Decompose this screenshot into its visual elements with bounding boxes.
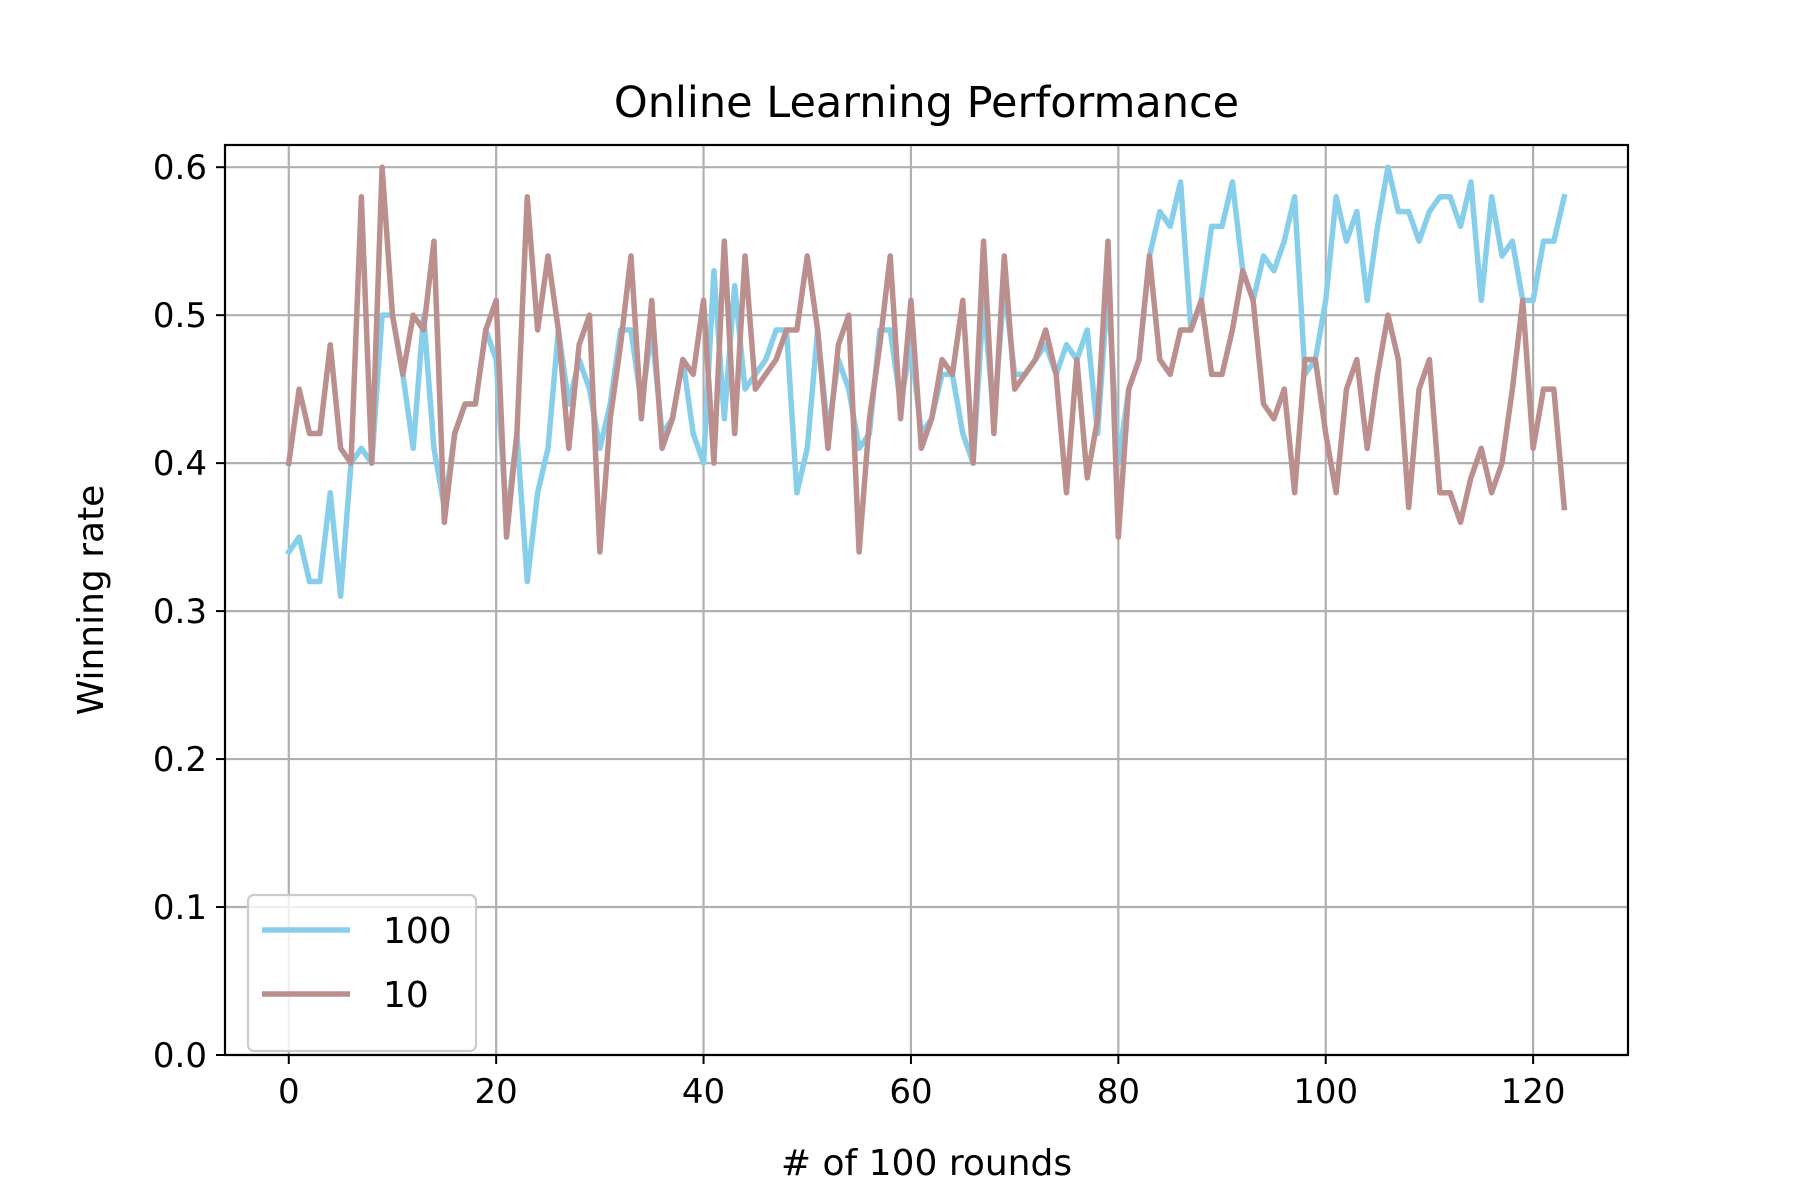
y-tick-label: 0.3	[153, 592, 207, 632]
axis-ticks: 0 20 40 60 80 100 120 0.0 0.1 0.2 0.3 0.4 0.5 0.6	[153, 148, 1566, 1112]
legend-label-10: 10	[383, 975, 429, 1016]
y-tick-label: 0.6	[153, 148, 207, 188]
legend-entries: 100 10	[262, 911, 452, 1016]
x-tick-label: 120	[1501, 1072, 1566, 1112]
x-tick-label: 20	[475, 1072, 518, 1112]
plot-frame	[223, 143, 1630, 1057]
legend: 100 10	[246, 893, 478, 1053]
y-axis-label: Winning rate	[71, 485, 112, 716]
x-tick-label: 0	[278, 1072, 300, 1112]
series-line-10	[285, 164, 1568, 555]
legend-label-100: 100	[383, 911, 452, 952]
y-tick-label: 0.0	[153, 1036, 207, 1076]
legend-box	[246, 893, 478, 1053]
x-tick-label: 60	[889, 1072, 932, 1112]
y-tick-label: 0.1	[153, 888, 207, 928]
x-tick-label: 100	[1293, 1072, 1358, 1112]
y-tick-label: 0.5	[153, 296, 207, 336]
chart-title: Online Learning Performance	[614, 78, 1239, 128]
x-tick-label: 40	[682, 1072, 725, 1112]
y-tick-label: 0.2	[153, 740, 207, 780]
x-tick-label: 80	[1097, 1072, 1140, 1112]
x-axis-label: # of 100 rounds	[781, 1143, 1072, 1184]
series-lines	[284, 164, 1568, 600]
y-tick-label: 0.4	[153, 444, 207, 484]
